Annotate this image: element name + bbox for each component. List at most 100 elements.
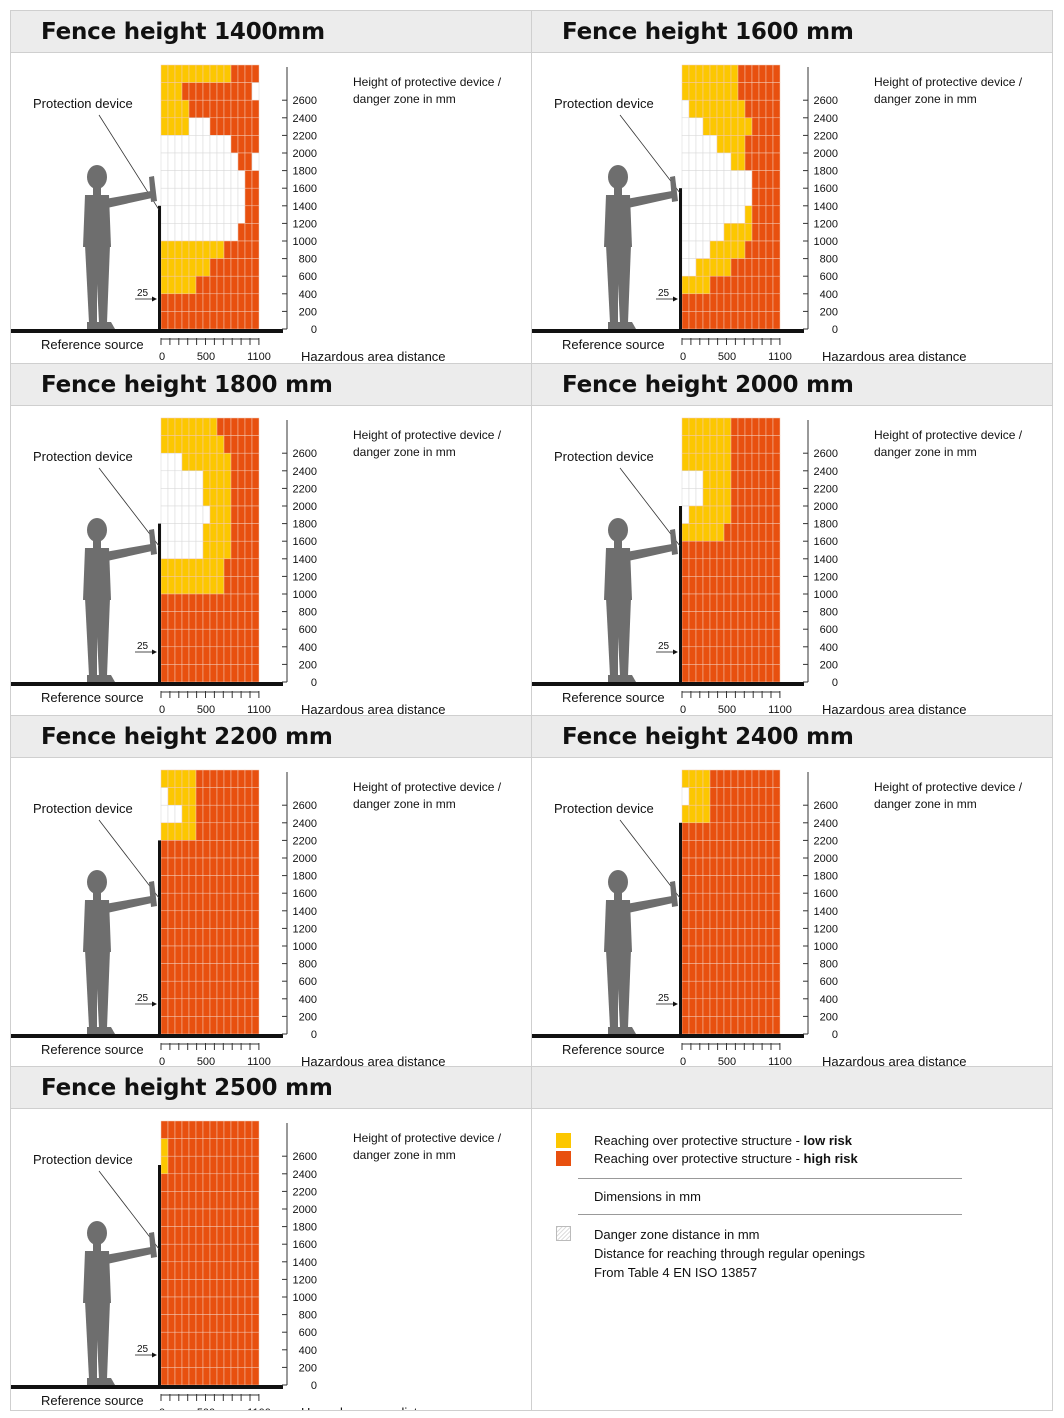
high-risk-cell bbox=[174, 1173, 183, 1192]
y-tick-label: 0 bbox=[311, 1029, 317, 1041]
high-risk-cell bbox=[202, 293, 211, 312]
high-risk-cell bbox=[744, 258, 753, 277]
safe-cell bbox=[223, 223, 232, 242]
high-risk-cell bbox=[709, 857, 718, 876]
x-tick-label: 0 bbox=[159, 704, 165, 716]
high-risk-cell bbox=[244, 910, 253, 929]
high-risk-cell bbox=[244, 223, 253, 242]
high-risk-cell bbox=[167, 928, 176, 947]
low-risk-cell bbox=[709, 64, 718, 83]
safe-cell bbox=[688, 135, 697, 154]
high-risk-cell bbox=[765, 470, 774, 489]
x-tick-label: 1100 bbox=[768, 704, 792, 716]
y-tick-label: 2600 bbox=[293, 1151, 317, 1163]
legend-header bbox=[532, 1067, 1052, 1109]
high-risk-cell bbox=[709, 840, 718, 859]
safe-cell bbox=[160, 470, 169, 489]
safe-cell bbox=[174, 540, 183, 560]
high-risk-cell bbox=[230, 470, 239, 489]
high-risk-cell bbox=[730, 769, 739, 788]
high-risk-cell bbox=[244, 170, 253, 189]
high-risk-cell bbox=[160, 1279, 169, 1298]
high-risk-cell bbox=[730, 293, 739, 312]
safe-cell bbox=[195, 223, 204, 242]
x-tick-label: 500 bbox=[197, 1056, 215, 1068]
high-risk-cell bbox=[751, 240, 760, 259]
high-risk-cell bbox=[772, 998, 781, 1017]
high-risk-cell bbox=[688, 311, 697, 330]
high-risk-cell bbox=[237, 488, 246, 507]
high-risk-cell bbox=[681, 840, 690, 859]
y-tick-label: 1400 bbox=[293, 1257, 317, 1269]
x-tick-label: 1100 bbox=[247, 1056, 271, 1068]
y-tick-label: 200 bbox=[299, 1011, 317, 1023]
high-risk-cell bbox=[230, 1155, 239, 1175]
low-risk-cell bbox=[688, 64, 697, 83]
high-risk-cell bbox=[737, 311, 746, 330]
safe-cell bbox=[723, 152, 732, 171]
high-risk-cell bbox=[744, 1016, 753, 1035]
high-risk-cell bbox=[223, 857, 232, 876]
high-risk-cell bbox=[702, 998, 711, 1017]
high-risk-cell bbox=[244, 1367, 253, 1386]
high-risk-cell bbox=[195, 928, 204, 947]
high-risk-cell bbox=[160, 593, 169, 612]
high-risk-cell bbox=[244, 1331, 253, 1351]
high-risk-cell bbox=[758, 540, 767, 560]
high-risk-cell bbox=[174, 892, 183, 912]
low-risk-cell bbox=[181, 787, 190, 806]
high-risk-cell bbox=[765, 804, 774, 824]
low-risk-cell bbox=[688, 275, 697, 295]
low-risk-cell bbox=[681, 435, 690, 454]
high-risk-cell bbox=[202, 311, 211, 330]
high-risk-cell bbox=[223, 875, 232, 894]
high-risk-cell bbox=[209, 1138, 218, 1157]
low-risk-swatch bbox=[556, 1133, 571, 1148]
y-tick-label: 2400 bbox=[814, 818, 838, 830]
high-risk-cell bbox=[751, 945, 760, 964]
safe-cell bbox=[160, 135, 169, 154]
high-risk-cell bbox=[223, 1208, 232, 1227]
high-risk-cell bbox=[202, 822, 211, 841]
high-risk-cell bbox=[251, 275, 260, 295]
high-risk-cell bbox=[202, 892, 211, 912]
high-risk-cell bbox=[230, 435, 239, 454]
safe-cell bbox=[688, 258, 697, 277]
low-risk-cell bbox=[160, 82, 169, 101]
safe-cell bbox=[223, 135, 232, 154]
reference-source-label: Reference source bbox=[41, 1042, 144, 1057]
high-risk-cell bbox=[695, 593, 704, 612]
high-risk-cell bbox=[174, 1120, 183, 1139]
high-risk-cell bbox=[188, 1138, 197, 1157]
safe-cell bbox=[160, 523, 169, 542]
high-risk-cell bbox=[230, 240, 239, 259]
high-risk-cell bbox=[237, 857, 246, 876]
high-risk-cell bbox=[188, 99, 197, 119]
height-axis-title: danger zone in mm bbox=[874, 797, 977, 811]
high-risk-cell bbox=[174, 593, 183, 612]
high-risk-cell bbox=[251, 928, 260, 947]
safe-cell bbox=[181, 540, 190, 560]
y-tick-label: 2200 bbox=[293, 1186, 317, 1198]
high-risk-cell bbox=[237, 875, 246, 894]
high-risk-cell bbox=[716, 311, 725, 330]
high-risk-cell bbox=[751, 488, 760, 507]
high-risk-cell bbox=[737, 980, 746, 1000]
high-risk-cell bbox=[709, 822, 718, 841]
high-risk-cell bbox=[244, 857, 253, 876]
high-risk-cell bbox=[181, 1191, 190, 1210]
high-risk-cell bbox=[751, 857, 760, 876]
safe-cell bbox=[681, 117, 690, 136]
high-risk-cell bbox=[209, 117, 218, 136]
low-risk-cell bbox=[702, 275, 711, 295]
low-risk-cell bbox=[702, 417, 711, 436]
high-risk-cell bbox=[744, 417, 753, 436]
safe-cell bbox=[188, 523, 197, 542]
safe-cell bbox=[174, 505, 183, 524]
low-risk-cell bbox=[723, 435, 732, 454]
high-risk-cell bbox=[251, 452, 260, 472]
high-risk-cell bbox=[744, 470, 753, 489]
panel-header: Fence height 1800 mm bbox=[11, 364, 531, 406]
low-risk-cell bbox=[160, 576, 169, 595]
high-risk-cell bbox=[209, 1191, 218, 1210]
